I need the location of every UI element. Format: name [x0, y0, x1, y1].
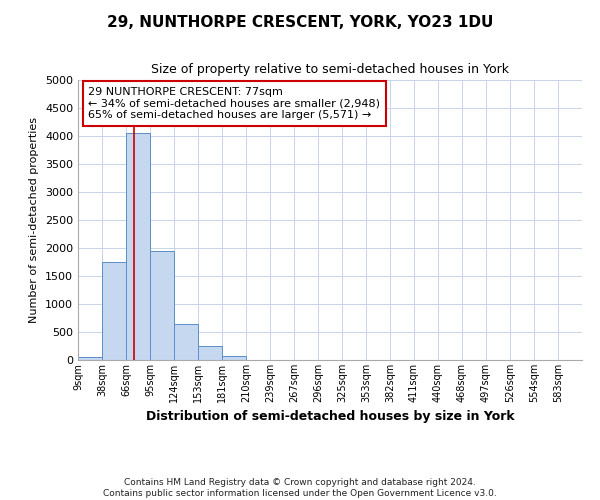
Y-axis label: Number of semi-detached properties: Number of semi-detached properties — [29, 117, 40, 323]
Bar — [102, 262, 126, 360]
Text: Contains HM Land Registry data © Crown copyright and database right 2024.
Contai: Contains HM Land Registry data © Crown c… — [103, 478, 497, 498]
Text: 29 NUNTHORPE CRESCENT: 77sqm
← 34% of semi-detached houses are smaller (2,948)
6: 29 NUNTHORPE CRESCENT: 77sqm ← 34% of se… — [88, 87, 380, 120]
Bar — [198, 346, 222, 360]
Bar — [174, 324, 198, 360]
Bar — [126, 133, 150, 360]
X-axis label: Distribution of semi-detached houses by size in York: Distribution of semi-detached houses by … — [146, 410, 514, 424]
Text: 29, NUNTHORPE CRESCENT, YORK, YO23 1DU: 29, NUNTHORPE CRESCENT, YORK, YO23 1DU — [107, 15, 493, 30]
Bar — [150, 251, 174, 360]
Bar — [78, 357, 102, 360]
Title: Size of property relative to semi-detached houses in York: Size of property relative to semi-detach… — [151, 63, 509, 76]
Bar — [222, 356, 246, 360]
